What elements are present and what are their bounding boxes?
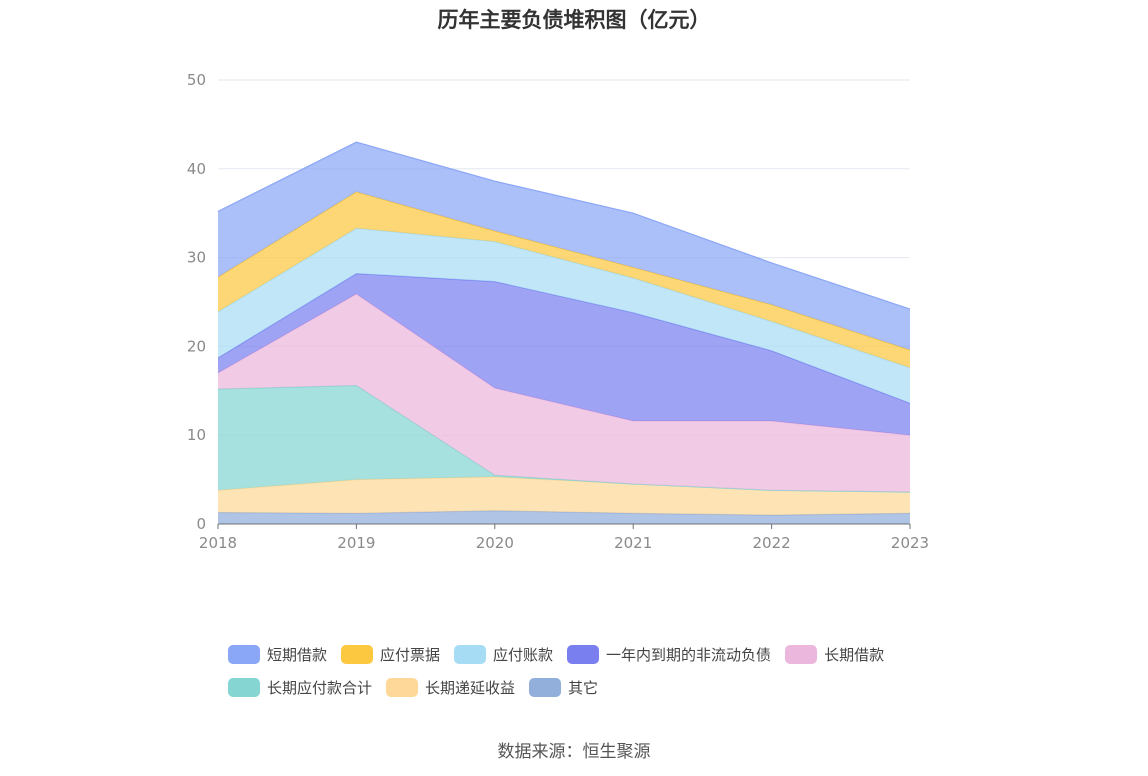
x-tick-label: 2020 bbox=[476, 534, 514, 552]
y-tick-label: 10 bbox=[187, 426, 206, 444]
legend-item[interactable]: 其它 bbox=[529, 677, 598, 698]
y-tick-label: 30 bbox=[187, 249, 206, 267]
legend-label: 短期借款 bbox=[267, 646, 328, 664]
legend-swatch bbox=[228, 678, 260, 697]
legend-swatch bbox=[454, 645, 487, 664]
legend-label: 应付票据 bbox=[380, 646, 441, 664]
legend-label: 一年内到期的非流动负债 bbox=[606, 646, 772, 664]
area-series-7 bbox=[218, 510, 910, 524]
legend-label: 长期应付款合计 bbox=[267, 679, 373, 697]
y-tick-label: 0 bbox=[196, 515, 206, 533]
y-tick-label: 20 bbox=[187, 337, 206, 355]
axes: 0 10 20 30 40 50 2018 2019 2020 2021 2022 2023 bbox=[187, 71, 929, 552]
legend-row: 长期应付款合计 长期递延收益 其它 bbox=[228, 671, 948, 704]
y-tick-label: 50 bbox=[187, 71, 206, 89]
legend-swatch bbox=[228, 645, 260, 664]
source-note: 数据来源：恒生聚源 bbox=[497, 742, 651, 762]
area-series bbox=[217, 141, 911, 524]
legend-item[interactable]: 短期借款 bbox=[228, 644, 327, 665]
area-series-4 bbox=[218, 294, 910, 492]
area-series-3 bbox=[218, 273, 910, 436]
legend-label: 长期递延收益 bbox=[425, 679, 516, 697]
legend-item[interactable]: 长期应付款合计 bbox=[228, 677, 372, 698]
legend-item[interactable]: 长期借款 bbox=[785, 644, 884, 665]
legend: 短期借款 应付票据 应付账款 一年内到期的非流动负债 长期借款 长期应付款合计 长期递延收… bbox=[228, 638, 948, 704]
legend-label: 长期借款 bbox=[824, 646, 885, 664]
stacked-area-chart: 0 10 20 30 40 50 2018 2019 2020 2021 2022 2023 bbox=[187, 71, 929, 552]
area-series-2 bbox=[218, 228, 910, 404]
legend-label: 应付账款 bbox=[493, 646, 554, 664]
chart-title: 历年主要负债堆积图（亿元） bbox=[437, 8, 711, 32]
legend-swatch bbox=[785, 645, 818, 664]
legend-item[interactable]: 应付账款 bbox=[454, 644, 553, 665]
x-tick-label: 2021 bbox=[614, 534, 652, 552]
x-tick-label: 2018 bbox=[199, 534, 237, 552]
legend-item[interactable]: 长期递延收益 bbox=[386, 677, 515, 698]
x-tick-label: 2023 bbox=[891, 534, 929, 552]
legend-item[interactable]: 一年内到期的非流动负债 bbox=[567, 644, 771, 665]
legend-swatch bbox=[386, 678, 419, 697]
x-tick-label: 2022 bbox=[753, 534, 791, 552]
legend-label: 其它 bbox=[568, 679, 599, 697]
legend-swatch bbox=[529, 678, 562, 697]
area-series-0 bbox=[218, 142, 910, 350]
x-tick-label: 2019 bbox=[337, 534, 375, 552]
area-series-5 bbox=[218, 385, 910, 492]
legend-swatch bbox=[567, 645, 600, 664]
y-tick-label: 40 bbox=[187, 160, 206, 178]
legend-item[interactable]: 应付票据 bbox=[341, 644, 440, 665]
legend-row: 短期借款 应付票据 应付账款 一年内到期的非流动负债 长期借款 bbox=[228, 638, 948, 671]
legend-swatch bbox=[341, 645, 374, 664]
area-series-6 bbox=[218, 476, 910, 516]
area-series-edge-0 bbox=[217, 141, 911, 310]
